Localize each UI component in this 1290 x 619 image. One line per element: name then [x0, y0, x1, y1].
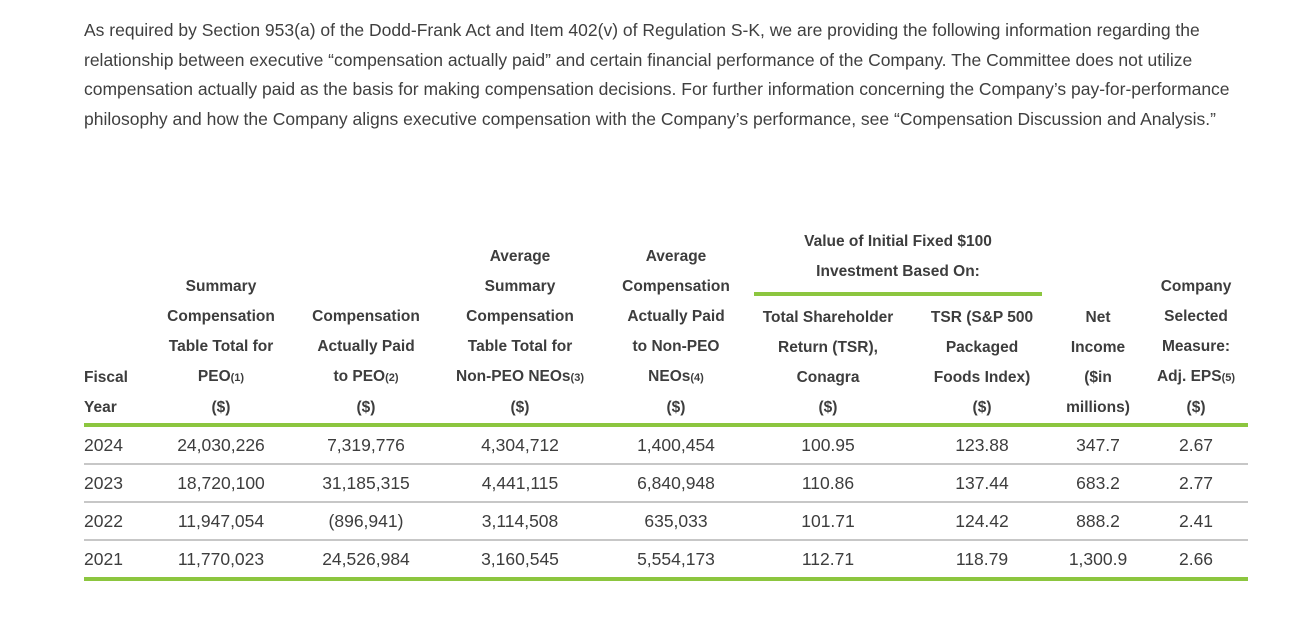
group-header-label: Value of Initial Fixed $100 Investment Ba…: [754, 227, 1043, 297]
cell-summary-compensation-table-total-peo: 11,947,054: [142, 502, 300, 542]
intro-paragraph: As required by Section 953(a) of the Dod…: [84, 20, 1230, 129]
cell-summary-compensation-table-total-peo: 11,770,023: [142, 540, 300, 582]
cell-average-compensation-paid-non-peo: 1,400,454: [608, 425, 744, 466]
footnote-ref: (5): [1221, 372, 1236, 385]
cell-summary-compensation-table-total-peo: 24,030,226: [142, 425, 300, 466]
cell-tsr-sp500-packaged-foods: 118.79: [912, 540, 1053, 582]
column-header-company-selected-measure-adj-eps: Company Selected Measure: Adj. EPS(5) ($): [1144, 227, 1249, 428]
cell-fiscal-year: 2021: [84, 540, 142, 582]
column-header-net-income: Net Income ($in millions): [1052, 227, 1145, 428]
cell-average-summary-compensation-non-peo: 4,304,712: [432, 425, 608, 466]
footnote-ref: (3): [570, 372, 584, 385]
table-row-fiscal-2024: 2024 24,030,226 7,319,776 4,304,712 1,400,45…: [84, 425, 1249, 466]
footnote-ref: (1): [230, 372, 245, 385]
cell-net-income: 347.7: [1052, 425, 1145, 466]
cell-net-income: 683.2: [1052, 464, 1145, 504]
cell-average-summary-compensation-non-peo: 3,160,545: [432, 540, 608, 582]
cell-tsr-conagra: 101.71: [744, 502, 912, 542]
cell-net-income: 1,300.9: [1052, 540, 1145, 582]
column-header-compensation-actually-paid-peo: Compensation Actually Paid to PEO(2) ($): [300, 227, 432, 428]
cell-fiscal-year: 2024: [84, 425, 142, 466]
cell-average-summary-compensation-non-peo: 4,441,115: [432, 464, 608, 504]
cell-tsr-conagra: 110.86: [744, 464, 912, 504]
cell-compensation-actually-paid-peo: (896,941): [300, 502, 432, 542]
footnote-ref: (2): [385, 372, 399, 385]
cell-compensation-actually-paid-peo: 24,526,984: [300, 540, 432, 582]
cell-average-compensation-paid-non-peo: 6,840,948: [608, 464, 744, 504]
cell-fiscal-year: 2023: [84, 464, 142, 504]
cell-fiscal-year: 2022: [84, 502, 142, 542]
table-row-fiscal-2023: 2023 18,720,100 31,185,315 4,441,115 6,840,9…: [84, 464, 1249, 504]
cell-company-selected-measure-adj-eps: 2.41: [1144, 502, 1249, 542]
column-header-fiscal-year: Fiscal Year: [84, 227, 142, 428]
cell-tsr-conagra: 100.95: [744, 425, 912, 466]
table-row-fiscal-2022: 2022 11,947,054 (896,941) 3,114,508 635,033 1…: [84, 502, 1249, 542]
column-header-tsr-sp500-packaged-foods: TSR (S&P 500 Packaged Foods Index) ($): [912, 296, 1053, 428]
cell-company-selected-measure-adj-eps: 2.66: [1144, 540, 1249, 582]
document-page: As required by Section 953(a) of the Dod…: [84, 20, 1249, 582]
cell-compensation-actually-paid-peo: 31,185,315: [300, 464, 432, 504]
header-row-sub: Total Shareholder Return (TSR), Conagra ($)…: [84, 296, 1248, 428]
cell-tsr-sp500-packaged-foods: 137.44: [912, 464, 1053, 504]
column-header-average-compensation-paid-non-peo: Average Compensation Actually Paid to Non-P…: [608, 227, 744, 428]
cell-tsr-sp500-packaged-foods: 124.42: [912, 502, 1053, 542]
cell-net-income: 888.2: [1052, 502, 1145, 542]
cell-average-compensation-paid-non-peo: 5,554,173: [608, 540, 744, 582]
cell-company-selected-measure-adj-eps: 2.77: [1144, 464, 1249, 504]
table-header: Fiscal Year Summary Compensation Table Total…: [84, 227, 1249, 428]
table-row-fiscal-2021: 2021 11,770,023 24,526,984 3,160,545 5,554,1…: [84, 540, 1249, 582]
cell-tsr-conagra: 112.71: [744, 540, 912, 582]
cell-tsr-sp500-packaged-foods: 123.88: [912, 425, 1053, 466]
header-row-top: Fiscal Year Summary Compensation Table Total…: [84, 227, 1249, 428]
pay-versus-performance-table: Fiscal Year Summary Compensation Table Total…: [84, 227, 1249, 582]
column-header-average-summary-compensation-non-peo: Average Summary Compensation Table Total fo…: [432, 227, 608, 428]
column-header-summary-compensation-table-total-peo: Summary Compensation Table Total for PEO(1)…: [142, 227, 300, 428]
group-header-initial-investment: Value of Initial Fixed $100 Investment Ba…: [744, 227, 1052, 297]
cell-company-selected-measure-adj-eps: 2.67: [1144, 425, 1249, 466]
footnote-ref: (4): [690, 372, 704, 385]
table-body: 2024 24,030,226 7,319,776 4,304,712 1,400,45…: [84, 425, 1249, 582]
cell-average-compensation-paid-non-peo: 635,033: [608, 502, 744, 542]
column-header-tsr-conagra: Total Shareholder Return (TSR), Conagra ($): [744, 296, 912, 428]
cell-average-summary-compensation-non-peo: 3,114,508: [432, 502, 608, 542]
cell-compensation-actually-paid-peo: 7,319,776: [300, 425, 432, 466]
cell-summary-compensation-table-total-peo: 18,720,100: [142, 464, 300, 504]
